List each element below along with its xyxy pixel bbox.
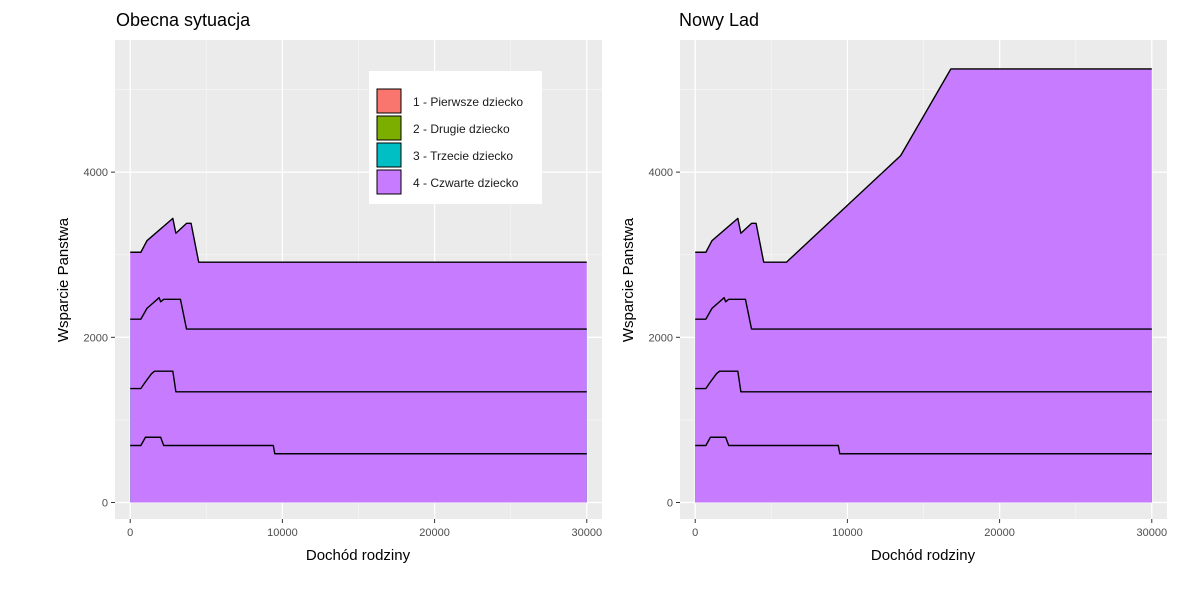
area-outline-series-1 [130,436,587,455]
panel-title: Obecna sytuacja [116,10,251,30]
area-outline-series-4 [130,217,587,263]
x-tick-label: 10000 [267,527,298,539]
x-tick-label: 10000 [832,527,863,539]
legend-key-3 [376,142,402,168]
legend-label: 1 - Pierwsze dziecko [413,95,523,109]
stacked-areas [130,217,587,503]
y-axis-ticks: 0 2000 4000 [649,167,680,509]
y-tick-label: 2000 [649,332,673,344]
area-outline-series-4 [695,68,1152,263]
y-tick-label: 4000 [649,167,673,179]
y-axis-ticks: 0 2000 4000 [84,167,115,509]
stacked-areas [695,68,1152,503]
legend-label: 4 - Czwarte dziecko [413,176,519,190]
panel-obecna-sytuacja: Obecna sytuacja 0 10000 20000 30000 0 2000 40… [55,10,602,564]
x-tick-label: 30000 [1136,527,1167,539]
legend-key-1 [376,88,402,114]
legend: 1 - Pierwsze dziecko 2 - Drugie dziecko … [369,71,542,204]
area-series-4 [695,68,1152,503]
y-axis-title: Wsparcie Panstwa [55,217,72,342]
legend-label: 2 - Drugie dziecko [413,122,510,136]
area-outline-series-2 [695,370,1152,393]
x-axis-title: Dochód rodziny [306,547,411,564]
area-outline-series-3 [130,296,587,330]
panel-title: Nowy Lad [679,10,759,30]
legend-key-2 [376,115,402,141]
x-tick-label: 20000 [419,527,450,539]
x-tick-label: 0 [692,527,698,539]
legend-key-4 [376,169,402,195]
x-axis-ticks: 0 10000 20000 30000 [127,519,602,539]
panel-nowy-lad: Nowy Lad 0 10000 20000 30000 0 2000 4000 Doch… [620,10,1167,564]
x-tick-label: 20000 [984,527,1015,539]
y-axis-title: Wsparcie Panstwa [620,217,637,342]
y-tick-label: 2000 [84,332,108,344]
x-tick-label: 0 [127,527,133,539]
x-axis-ticks: 0 10000 20000 30000 [692,519,1167,539]
y-tick-label: 0 [102,497,108,509]
x-tick-label: 30000 [571,527,602,539]
area-outline-series-3 [695,296,1152,330]
legend-label: 3 - Trzecie dziecko [413,149,513,163]
y-tick-label: 4000 [84,167,108,179]
area-series-4 [130,218,587,503]
y-tick-label: 0 [667,497,673,509]
area-outline-series-1 [695,436,1152,455]
area-outline-series-2 [130,370,587,393]
x-axis-title: Dochód rodziny [871,547,976,564]
